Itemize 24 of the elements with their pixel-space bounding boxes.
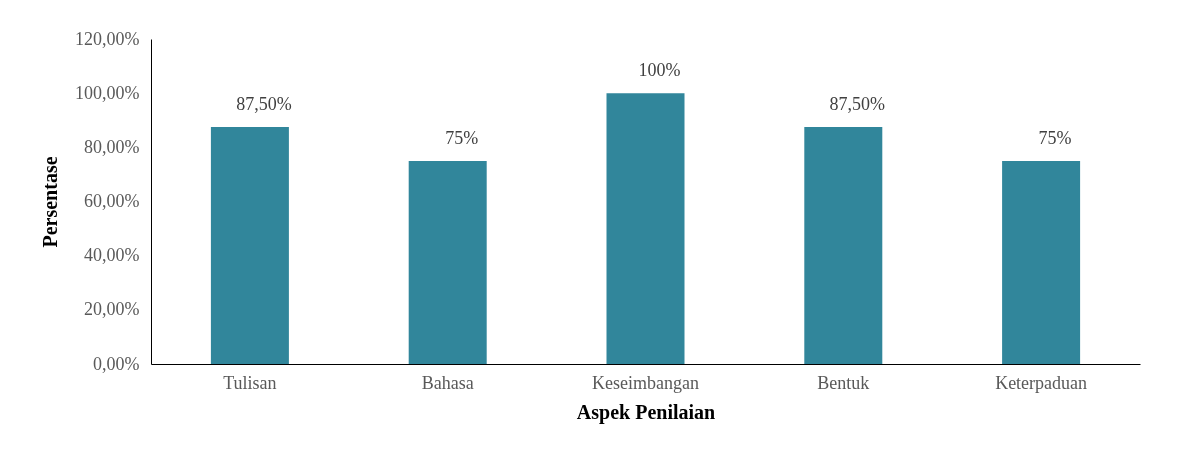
y-tick-label: 0,00% (93, 353, 140, 374)
y-tick-label: 60,00% (84, 191, 140, 211)
data-label: 100% (638, 60, 681, 81)
x-tick-label: Bentuk (817, 372, 870, 393)
y-tick-label: 80,00% (84, 136, 140, 157)
y-axis-title: Persentase (39, 156, 62, 248)
y-tick-label: 100,00% (75, 82, 140, 103)
x-tick-label: Keterpaduan (995, 372, 1088, 393)
x-tick-label: Keseimbangan (592, 372, 699, 393)
bar (1002, 160, 1081, 364)
x-tick-label: Bahasa (421, 372, 474, 393)
data-label: 87,50% (829, 94, 886, 115)
data-label: 75% (1038, 127, 1072, 148)
y-tick-label: 120,00% (75, 28, 140, 49)
x-tick-label: Tulisan (223, 372, 277, 393)
x-axis-title: Aspek Penilaian (576, 400, 716, 424)
bar (210, 127, 289, 364)
bar (408, 160, 487, 364)
bar (606, 93, 685, 364)
y-tick-label: 40,00% (84, 245, 140, 266)
y-tick-label: 20,00% (84, 299, 140, 320)
data-label: 75% (445, 127, 479, 148)
bar (804, 127, 883, 364)
data-label: 87,50% (236, 94, 292, 115)
